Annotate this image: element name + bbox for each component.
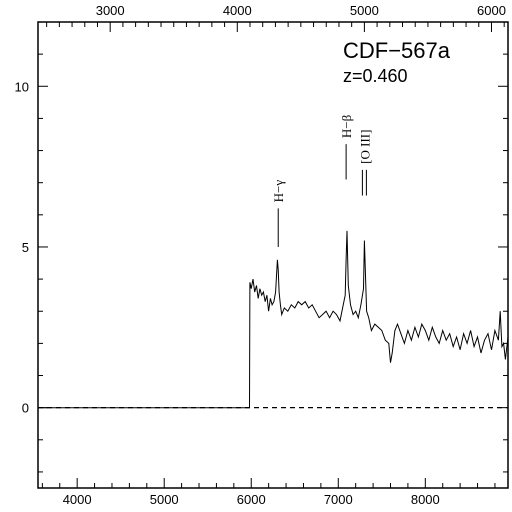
chart-title: CDF−567a bbox=[343, 38, 451, 63]
top-tick-label-6000: 6000 bbox=[477, 3, 506, 18]
emission-line-annotations: H−γ H−β[O III] bbox=[271, 114, 372, 247]
chart-subtitle: z=0.460 bbox=[343, 66, 408, 86]
x-tick-label-6000: 6000 bbox=[237, 492, 266, 507]
line-label-0: H−γ bbox=[271, 180, 286, 203]
plot-frame bbox=[37, 21, 509, 489]
top-tick-label-4000: 4000 bbox=[223, 3, 252, 18]
top-tick-label-3000: 3000 bbox=[96, 3, 125, 18]
line-label-1: H−β bbox=[339, 114, 354, 138]
y-tick-label-0: 0 bbox=[22, 401, 29, 416]
x-tick-label-7000: 7000 bbox=[324, 492, 353, 507]
y-tick-label-10: 10 bbox=[15, 79, 29, 94]
spectrum-line bbox=[38, 230, 509, 409]
axis-ticks bbox=[38, 21, 508, 488]
x-tick-label-4000: 4000 bbox=[63, 492, 92, 507]
axis-tick-labels: 4000 5000 6000 7000 8000 3000 4000 5000 6000 0 5 10 bbox=[15, 3, 506, 507]
x-tick-label-5000: 5000 bbox=[150, 492, 179, 507]
top-tick-label-5000: 5000 bbox=[350, 3, 379, 18]
x-tick-label-8000: 8000 bbox=[411, 492, 440, 507]
line-label-2: [O III] bbox=[357, 130, 372, 164]
y-tick-label-5: 5 bbox=[22, 240, 29, 255]
